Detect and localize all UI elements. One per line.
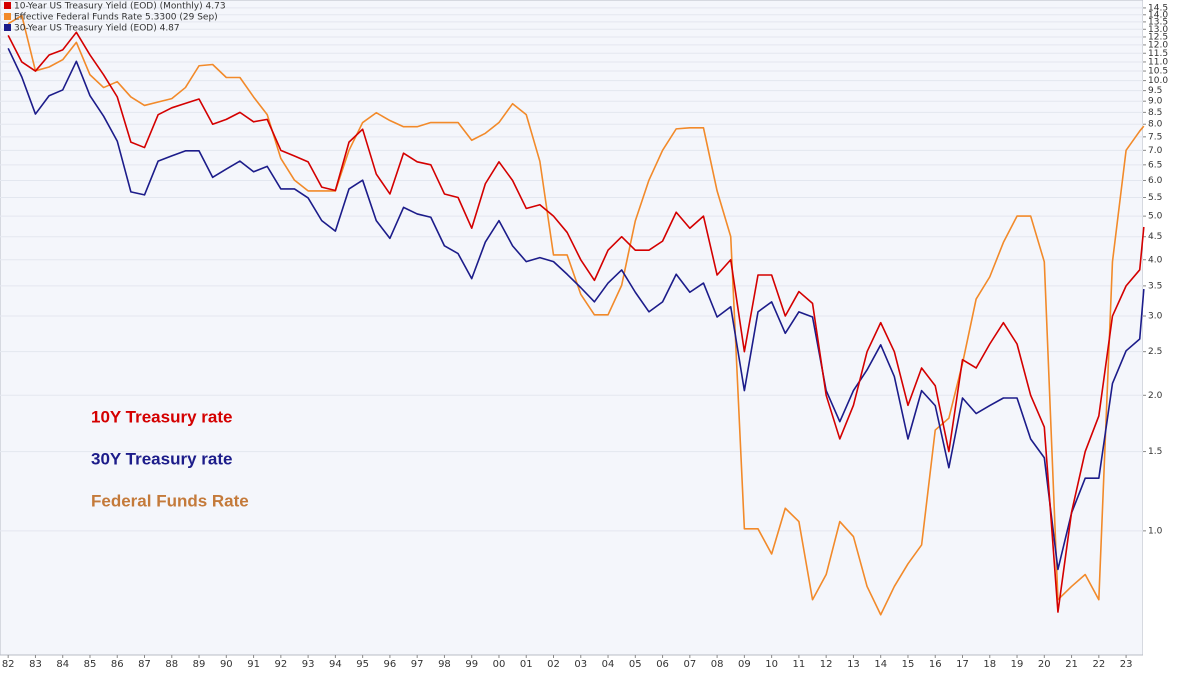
x-tick-label: 91 — [247, 659, 260, 670]
y-tick-label: 9.5 — [1148, 86, 1162, 96]
x-tick-label: 92 — [274, 659, 287, 670]
x-tick-label: 85 — [84, 659, 97, 670]
legend-swatch — [4, 2, 11, 9]
series-line — [7, 31, 1145, 613]
x-tick-label: 18 — [983, 659, 996, 670]
annotation: Federal Funds Rate — [91, 491, 249, 510]
x-tick-label: 84 — [56, 659, 69, 670]
x-tick-label: 13 — [847, 659, 860, 670]
y-tick-label: 12.0 — [1148, 40, 1168, 50]
x-tick-label: 15 — [902, 659, 915, 670]
x-tick-label: 83 — [29, 659, 42, 670]
x-tick-label: 93 — [302, 659, 315, 670]
y-tick-label: 1.5 — [1148, 447, 1162, 457]
legend-label: Effective Federal Funds Rate 5.3300 (29 … — [14, 13, 218, 23]
legend-swatch — [4, 13, 11, 20]
x-tick-label: 86 — [111, 659, 124, 670]
y-tick-label: 2.0 — [1148, 391, 1163, 401]
x-tick-label: 12 — [820, 659, 833, 670]
y-tick-label: 10.5 — [1148, 67, 1168, 77]
x-tick-label: 05 — [629, 659, 642, 670]
y-tick-label: 6.0 — [1148, 176, 1163, 186]
x-tick-label: 88 — [165, 659, 178, 670]
y-tick-label: 3.0 — [1148, 312, 1163, 322]
y-tick-label: 7.0 — [1148, 146, 1163, 156]
y-tick-label: 4.0 — [1148, 255, 1163, 265]
y-tick-label: 13.5 — [1148, 17, 1168, 27]
x-tick-label: 08 — [711, 659, 724, 670]
y-tick-label: 14.5 — [1148, 3, 1168, 13]
y-tick-label: 7.5 — [1148, 132, 1162, 142]
x-tick-label: 01 — [520, 659, 533, 670]
x-tick-label: 07 — [683, 659, 696, 670]
y-tick-label: 10.0 — [1148, 76, 1168, 86]
y-tick-label: 13.0 — [1148, 25, 1168, 35]
y-tick-label: 14.0 — [1148, 10, 1168, 20]
x-tick-label: 11 — [793, 659, 806, 670]
x-tick-label: 20 — [1038, 659, 1051, 670]
y-tick-label: 5.5 — [1148, 193, 1162, 203]
x-tick-label: 16 — [929, 659, 942, 670]
plot-area — [0, 0, 1144, 656]
x-tick-label: 09 — [738, 659, 751, 670]
x-tick-label: 97 — [411, 659, 424, 670]
y-tick-label: 11.5 — [1148, 49, 1168, 59]
x-tick-label: 10 — [765, 659, 778, 670]
x-tick-label: 87 — [138, 659, 151, 670]
y-tick-label: 6.5 — [1148, 160, 1162, 170]
x-tick-label: 96 — [384, 659, 397, 670]
x-tick-label: 06 — [656, 659, 669, 670]
x-tick-label: 89 — [193, 659, 206, 670]
x-tick-label: 19 — [1011, 659, 1024, 670]
legend-swatch — [4, 24, 11, 31]
x-tick-label: 99 — [465, 659, 478, 670]
x-tick-label: 22 — [1092, 659, 1105, 670]
x-tick-label: 98 — [438, 659, 451, 670]
x-tick-label: 14 — [874, 659, 887, 670]
y-tick-label: 4.5 — [1148, 232, 1162, 242]
x-tick-label: 04 — [602, 659, 615, 670]
y-tick-label: 1.0 — [1148, 526, 1163, 536]
x-tick-label: 03 — [574, 659, 587, 670]
axis-area — [1143, 0, 1183, 674]
x-tick-label: 82 — [2, 659, 15, 670]
annotation: 30Y Treasury rate — [91, 449, 232, 468]
x-tick-label: 00 — [493, 659, 506, 670]
labels: 1.0 1.5 2.0 2.5 3.0 3.5 4.0 4.5 5.0 5.5 6.0 6.5 7.0 7… — [2, 2, 1169, 671]
annotation: 10Y Treasury rate — [91, 407, 232, 426]
x-tick-label: 17 — [956, 659, 969, 670]
legend-label: 10-Year US Treasury Yield (EOD) (Monthly… — [14, 2, 226, 12]
y-tick-label: 9.0 — [1148, 97, 1163, 107]
y-tick-label: 3.5 — [1148, 281, 1162, 291]
y-tick-label: 12.5 — [1148, 32, 1168, 42]
lines — [7, 14, 1145, 616]
x-tick-label: 95 — [356, 659, 369, 670]
x-tick-label: 90 — [220, 659, 233, 670]
series-line — [7, 47, 1145, 571]
x-tick-label: 02 — [547, 659, 560, 670]
x-tick-label: 94 — [329, 659, 342, 670]
y-tick-label: 11.0 — [1148, 57, 1168, 67]
x-tick-label: 21 — [1065, 659, 1078, 670]
y-tick-label: 5.0 — [1148, 212, 1163, 222]
x-tick-label: 23 — [1120, 659, 1133, 670]
y-tick-label: 8.5 — [1148, 108, 1162, 118]
legend-label: 30-Year US Treasury Yield (EOD) 4.87 — [14, 24, 180, 34]
y-tick-label: 8.0 — [1148, 120, 1163, 130]
y-tick-label: 2.5 — [1148, 347, 1162, 357]
